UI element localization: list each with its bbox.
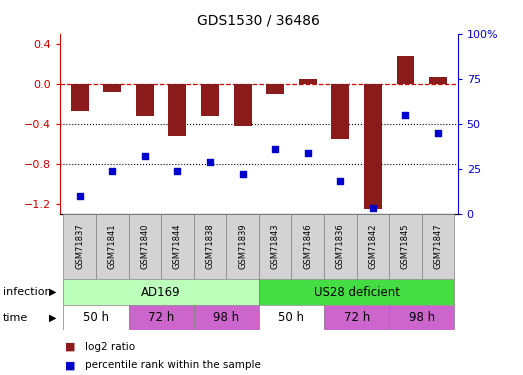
Point — [206, 159, 214, 165]
Text: 72 h: 72 h — [344, 311, 370, 324]
Text: log2 ratio: log2 ratio — [85, 342, 135, 352]
Point — [369, 206, 377, 212]
Text: GSM71846: GSM71846 — [303, 224, 312, 269]
Bar — [161, 214, 194, 279]
Bar — [429, 77, 447, 84]
Bar — [129, 214, 161, 279]
Text: infection: infection — [3, 287, 51, 297]
Bar — [389, 305, 454, 330]
Bar — [129, 305, 194, 330]
Bar — [168, 84, 186, 136]
Bar — [104, 84, 121, 92]
Bar — [357, 214, 389, 279]
Bar — [364, 84, 382, 209]
Point — [401, 112, 410, 118]
Point — [238, 171, 247, 177]
Text: GSM71841: GSM71841 — [108, 224, 117, 269]
Text: ■: ■ — [65, 360, 76, 370]
Bar — [396, 56, 414, 84]
Point — [303, 150, 312, 156]
Bar — [259, 214, 291, 279]
Text: 50 h: 50 h — [83, 311, 109, 324]
Bar — [299, 79, 317, 84]
Text: GSM71845: GSM71845 — [401, 224, 410, 269]
Text: GSM71847: GSM71847 — [434, 224, 442, 269]
Bar — [63, 279, 259, 305]
Text: GSM71842: GSM71842 — [368, 224, 378, 269]
Bar — [96, 214, 129, 279]
Text: ▶: ▶ — [49, 287, 56, 297]
Bar — [259, 279, 454, 305]
Text: US28 deficient: US28 deficient — [314, 286, 400, 298]
Bar — [136, 84, 154, 116]
Text: GSM71837: GSM71837 — [75, 224, 84, 269]
Text: GSM71839: GSM71839 — [238, 224, 247, 269]
Point — [173, 168, 181, 174]
Point — [141, 153, 149, 159]
Point — [434, 130, 442, 136]
Text: ■: ■ — [65, 342, 76, 352]
Text: 72 h: 72 h — [148, 311, 174, 324]
Text: 98 h: 98 h — [213, 311, 240, 324]
Bar — [324, 214, 357, 279]
Bar — [194, 214, 226, 279]
Bar — [259, 305, 324, 330]
Bar — [226, 214, 259, 279]
Point — [75, 193, 84, 199]
Bar — [266, 84, 284, 94]
Bar — [63, 305, 129, 330]
Text: GDS1530 / 36486: GDS1530 / 36486 — [198, 13, 320, 27]
Bar — [63, 214, 96, 279]
Text: GSM71840: GSM71840 — [140, 224, 150, 269]
Text: 98 h: 98 h — [408, 311, 435, 324]
Bar — [201, 84, 219, 116]
Text: 50 h: 50 h — [278, 311, 304, 324]
Bar — [71, 84, 89, 111]
Bar — [332, 84, 349, 139]
Text: ▶: ▶ — [49, 313, 56, 322]
Bar — [291, 214, 324, 279]
Bar — [324, 305, 389, 330]
Bar — [422, 214, 454, 279]
Text: GSM71844: GSM71844 — [173, 224, 182, 269]
Point — [336, 178, 345, 184]
Text: time: time — [3, 313, 28, 322]
Bar — [389, 214, 422, 279]
Text: percentile rank within the sample: percentile rank within the sample — [85, 360, 261, 370]
Bar — [194, 305, 259, 330]
Text: GSM71838: GSM71838 — [206, 224, 214, 269]
Text: GSM71836: GSM71836 — [336, 224, 345, 269]
Point — [271, 146, 279, 152]
Point — [108, 168, 117, 174]
Text: GSM71843: GSM71843 — [271, 224, 280, 269]
Bar — [234, 84, 252, 126]
Text: AD169: AD169 — [141, 286, 181, 298]
